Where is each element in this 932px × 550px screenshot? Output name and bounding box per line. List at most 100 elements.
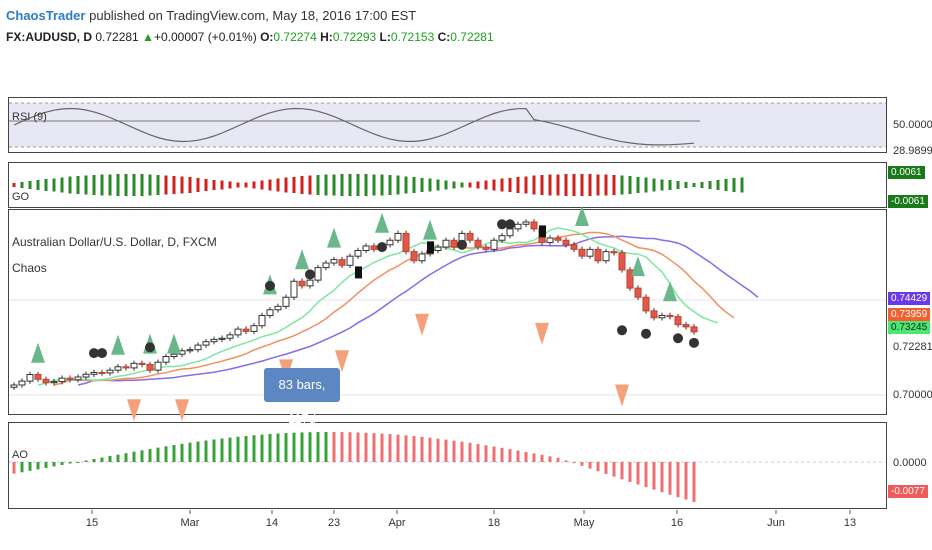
- ao-bar: [516, 450, 520, 462]
- ao-bar: [196, 441, 200, 462]
- candle-body: [170, 353, 178, 358]
- ao-bar: [660, 462, 664, 493]
- ao-bar: [500, 447, 504, 462]
- go-bar: [308, 175, 312, 195]
- candle-body: [154, 361, 162, 371]
- candle-body: [586, 248, 594, 257]
- ao-bar: [676, 462, 680, 498]
- signal-square: [427, 241, 434, 254]
- candle-body: [522, 221, 530, 225]
- ao-bar: [340, 432, 344, 462]
- ma-fast-badge: 0.73245: [888, 321, 931, 334]
- ao-bar: [84, 460, 88, 462]
- go-bar: [724, 179, 728, 191]
- candle-body: [258, 314, 266, 327]
- ao-bar: [204, 440, 208, 462]
- ao-bar: [252, 435, 256, 462]
- go-bar: [364, 174, 368, 196]
- ao-bar: [20, 462, 24, 473]
- candle-body: [370, 245, 378, 250]
- ao-bar: [164, 446, 168, 462]
- go-bar: [236, 182, 240, 188]
- ao-bar: [300, 432, 304, 462]
- author-link[interactable]: ChaosTrader: [6, 8, 86, 23]
- go-bar: [100, 174, 104, 196]
- ao-bar: [12, 462, 16, 474]
- ao-bar: [308, 432, 312, 462]
- go-pos-badge: 0.0061: [888, 166, 925, 179]
- ao-bar: [588, 462, 592, 469]
- candle-body: [338, 259, 346, 266]
- go-bar: [44, 179, 48, 191]
- ao-bar: [28, 462, 32, 471]
- fractal-down-icon: [127, 399, 141, 422]
- ao-bar: [292, 432, 296, 462]
- fractal-dot: [145, 342, 155, 353]
- go-bar: [700, 182, 704, 188]
- fractal-dot: [89, 348, 99, 359]
- candle-body: [66, 377, 74, 381]
- go-bar: [140, 174, 144, 196]
- ao-bar: [124, 453, 128, 462]
- candle-body: [434, 246, 442, 251]
- go-bar: [388, 175, 392, 195]
- fractal-up-icon: [31, 342, 45, 363]
- candle-body: [482, 246, 490, 250]
- candle-body: [306, 279, 314, 287]
- go-bar: [660, 179, 664, 191]
- candle-body: [658, 314, 666, 319]
- candle-body: [506, 228, 514, 237]
- go-bar: [452, 181, 456, 189]
- ao-bar: [532, 453, 536, 462]
- candle-body: [226, 334, 234, 339]
- x-tick-label: 13: [844, 517, 856, 529]
- close-value: 0.72281: [450, 30, 494, 44]
- ma-mid-line: [53, 231, 735, 386]
- ao-bar: [484, 445, 488, 462]
- x-tick-label: Apr: [388, 517, 405, 529]
- go-bar: [172, 176, 176, 194]
- ao-bar: [604, 462, 608, 474]
- candle-body: [562, 239, 570, 246]
- ao-bar: [276, 433, 280, 462]
- ao-bar: [644, 462, 648, 488]
- x-axis: 15 Mar 14 23 Apr 18 May 16 Jun 13: [86, 510, 856, 529]
- ao-bar: [436, 438, 440, 462]
- ao-bar: [540, 454, 544, 462]
- candle-body: [386, 239, 394, 246]
- go-bar: [20, 182, 24, 188]
- rsi-pane-frame: [8, 97, 887, 153]
- last-price: 0.72281: [95, 30, 139, 44]
- fractal-dot: [689, 337, 699, 348]
- go-pane-frame: [8, 162, 887, 208]
- ao-bar: [116, 454, 120, 462]
- fractal-dot: [497, 219, 507, 230]
- ao-bar: [180, 443, 184, 462]
- candle-body: [530, 221, 538, 230]
- fractal-up-icon: [631, 256, 645, 277]
- high-label: H:: [320, 30, 333, 44]
- go-bar: [588, 174, 592, 196]
- candle-body: [634, 287, 642, 298]
- candle-body: [490, 239, 498, 250]
- ao-bar: [372, 433, 376, 462]
- open-value: 0.72274: [273, 30, 317, 44]
- signal-square: [355, 266, 362, 279]
- candle-body: [282, 296, 290, 307]
- candle-body: [106, 369, 114, 374]
- candle-body: [354, 249, 362, 257]
- go-bar: [708, 181, 712, 189]
- go-bar: [260, 180, 264, 190]
- candle-body: [594, 248, 602, 262]
- candle-body: [618, 252, 626, 271]
- ao-bar: [108, 456, 112, 462]
- go-bar: [444, 180, 448, 190]
- ao-bar: [444, 439, 448, 462]
- main-price-label-low: 0.70000: [893, 389, 932, 401]
- go-bar: [476, 181, 480, 189]
- candle-body: [290, 280, 298, 298]
- candle-body: [34, 374, 42, 380]
- go-bar: [532, 175, 536, 195]
- rsi-value-label: 28.9899: [893, 145, 932, 157]
